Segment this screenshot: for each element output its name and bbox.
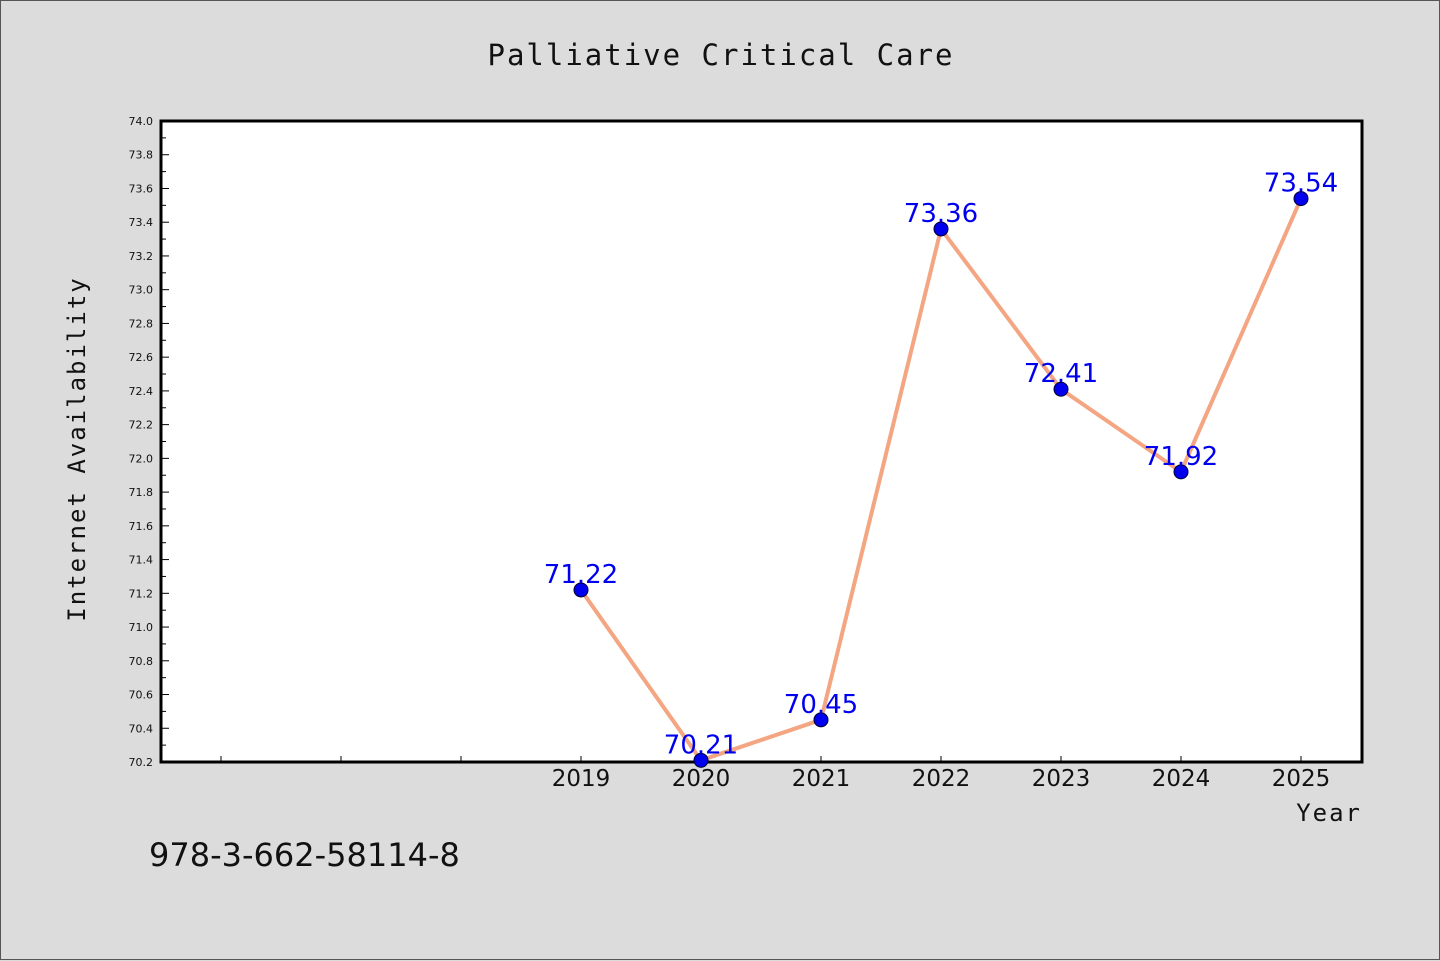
data-label: 71.92 bbox=[1144, 442, 1218, 472]
y-tick-label: 72.0 bbox=[129, 452, 154, 465]
y-tick-label: 70.2 bbox=[129, 756, 154, 769]
y-tick-label: 72.2 bbox=[129, 419, 154, 432]
data-point bbox=[1293, 191, 1309, 207]
y-tick-label: 71.2 bbox=[129, 587, 154, 600]
data-point bbox=[1173, 464, 1189, 480]
x-tick-label: 2022 bbox=[912, 766, 971, 792]
y-tick-label: 72.8 bbox=[129, 317, 154, 330]
data-point bbox=[573, 582, 589, 598]
data-point bbox=[813, 712, 829, 728]
y-tick-label: 74.0 bbox=[129, 115, 154, 128]
y-axis-label: Internet Availability bbox=[63, 276, 91, 621]
y-axis: 70.2 70.4 70.6 70.8 71.0 71.2 71.4 71.6 71.8 72.0… bbox=[129, 115, 169, 769]
data-point bbox=[693, 752, 709, 768]
plot-area bbox=[159, 119, 1364, 764]
y-tick-label: 71.8 bbox=[129, 486, 154, 499]
data-label: 73.36 bbox=[904, 199, 978, 229]
y-tick-label: 73.2 bbox=[129, 250, 154, 263]
x-tick-label: 2020 bbox=[672, 766, 731, 792]
chart-title: Palliative Critical Care bbox=[487, 38, 954, 72]
y-tick-label: 70.6 bbox=[129, 689, 154, 702]
data-point bbox=[1053, 381, 1069, 397]
x-tick-label: 2019 bbox=[552, 766, 611, 792]
data-label: 70.21 bbox=[664, 730, 738, 760]
y-tick-label: 70.4 bbox=[129, 722, 154, 735]
y-tick-label: 71.4 bbox=[129, 554, 154, 567]
y-tick-label: 71.0 bbox=[129, 621, 154, 634]
data-point bbox=[933, 221, 949, 237]
footnote-text: 978-3-662-58114-8 bbox=[149, 836, 460, 874]
data-label: 71.22 bbox=[544, 560, 618, 590]
y-tick-label: 72.4 bbox=[129, 385, 154, 398]
data-label: 72.41 bbox=[1024, 359, 1098, 389]
y-tick-label: 71.6 bbox=[129, 520, 154, 533]
data-label: 73.54 bbox=[1264, 169, 1338, 199]
y-tick-label: 73.8 bbox=[129, 149, 154, 162]
y-tick-label: 73.0 bbox=[129, 284, 154, 297]
data-label: 70.45 bbox=[784, 690, 858, 720]
x-tick-label: 2021 bbox=[792, 766, 851, 792]
x-tick-label: 2023 bbox=[1032, 766, 1091, 792]
x-axis-label: Year bbox=[1296, 799, 1362, 827]
x-axis: 2019 2020 2021 2022 2023 2024 2025 bbox=[220, 756, 1331, 792]
y-tick-label: 70.8 bbox=[129, 655, 154, 668]
x-tick-label: 2025 bbox=[1272, 766, 1331, 792]
y-tick-label: 73.4 bbox=[129, 216, 154, 229]
y-tick-label: 73.6 bbox=[129, 182, 154, 195]
series-layer: 71.22 70.21 70.45 73.36 72.41 71.92 73.54 bbox=[544, 169, 1338, 768]
x-tick-label: 2024 bbox=[1152, 766, 1211, 792]
y-tick-label: 72.6 bbox=[129, 351, 154, 364]
